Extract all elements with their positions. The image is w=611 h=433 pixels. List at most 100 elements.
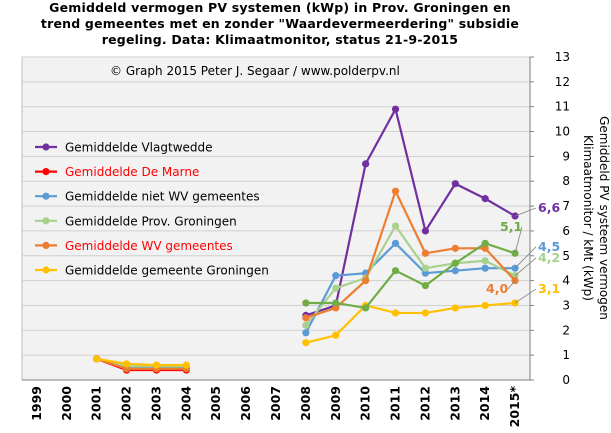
y-tick-label: 3 xyxy=(562,298,570,312)
data-point xyxy=(332,331,340,339)
end-value-label: 4,2 xyxy=(538,250,560,265)
y-tick-label: 7 xyxy=(562,199,570,213)
data-point xyxy=(421,264,430,272)
data-point xyxy=(451,244,459,252)
data-point xyxy=(332,299,340,307)
end-label-leader xyxy=(514,246,537,269)
x-tick-label: 2004 xyxy=(178,386,193,421)
data-point xyxy=(391,222,400,230)
x-tick-label: 2002 xyxy=(119,386,134,421)
x-tick-label: 2008 xyxy=(298,386,313,421)
end-label-leader xyxy=(514,226,523,254)
y-tick-label: 12 xyxy=(555,75,570,89)
data-point xyxy=(481,244,489,252)
x-tick-label: 2013 xyxy=(447,386,462,421)
data-point xyxy=(421,269,430,277)
series-line xyxy=(96,357,187,370)
chart-credit: © Graph 2015 Peter J. Segaar / www.polde… xyxy=(110,64,400,78)
data-point xyxy=(362,277,370,285)
data-point xyxy=(391,267,400,275)
series-line xyxy=(96,357,187,367)
legend-marker xyxy=(42,192,50,200)
y-tick-label: 0 xyxy=(562,373,570,387)
end-value-label: 5,1 xyxy=(500,219,522,234)
series-line xyxy=(305,106,516,317)
legend-label: Gemiddelde De Marne xyxy=(65,165,199,179)
data-point xyxy=(451,180,459,188)
x-tick-label: 2012 xyxy=(417,386,432,421)
y-tick-label: 4 xyxy=(562,274,570,288)
y-axis-label-line-1: Gemiddeld PV systeem vermogen xyxy=(597,116,611,320)
data-point xyxy=(391,239,400,247)
data-point xyxy=(451,304,459,312)
end-value-label: 6,6 xyxy=(538,200,560,215)
data-point xyxy=(152,361,161,369)
legend-marker xyxy=(42,217,50,225)
legend-label: Gemiddelde niet WV gemeentes xyxy=(65,190,260,204)
y-tick-label: 8 xyxy=(562,174,570,188)
data-point xyxy=(481,301,489,310)
series-line xyxy=(305,223,516,327)
data-point xyxy=(421,281,430,290)
end-value-label: 4,5 xyxy=(538,239,560,254)
x-tick-label: 2003 xyxy=(148,386,163,421)
y-tick-label: 5 xyxy=(562,249,570,263)
end-label-leader xyxy=(507,280,516,290)
data-point xyxy=(122,360,131,368)
data-point xyxy=(421,309,430,317)
data-point xyxy=(122,365,131,373)
plot-area xyxy=(21,56,531,381)
y-tick-label: 13 xyxy=(555,50,570,64)
legend-marker xyxy=(42,266,50,274)
data-point xyxy=(391,309,400,317)
legend-marker xyxy=(42,143,50,151)
series-line xyxy=(304,241,516,334)
data-point xyxy=(302,321,310,329)
x-tick-label: 2006 xyxy=(238,386,253,421)
x-tick-label: 2005 xyxy=(208,386,223,421)
data-point xyxy=(391,105,400,113)
data-point xyxy=(451,259,459,267)
data-point xyxy=(332,284,340,292)
data-point xyxy=(362,160,370,168)
y-tick-label: 11 xyxy=(555,100,570,114)
chart-title-line-3: regeling. Data: Klimaatmonitor, status 2… xyxy=(101,32,459,47)
chart-title-line-1: Gemiddeld vermogen PV systemen (kWp) in … xyxy=(49,0,511,15)
legend-label: Gemiddelde Prov. Groningen xyxy=(65,214,237,228)
series-line xyxy=(305,242,516,310)
x-tick-label: 2007 xyxy=(268,386,283,421)
data-point xyxy=(391,187,400,195)
data-point xyxy=(421,249,430,257)
legend-marker xyxy=(42,168,50,176)
data-point xyxy=(182,361,190,369)
chart-title-line-2: trend gemeentes met en zonder "Waardever… xyxy=(40,16,520,31)
end-value-label: 4,0 xyxy=(486,281,508,296)
x-tick-label: 2011 xyxy=(388,386,403,421)
data-point xyxy=(362,304,370,312)
end-label-leader xyxy=(514,207,537,217)
series-line xyxy=(96,357,187,368)
data-point xyxy=(481,264,489,272)
data-point xyxy=(332,304,340,312)
legend-label: Gemiddelde gemeente Groningen xyxy=(65,264,269,278)
data-point xyxy=(93,355,101,363)
y-tick-label: 9 xyxy=(562,149,570,163)
legend-label: Gemiddelde WV gemeentes xyxy=(65,239,233,253)
data-point xyxy=(302,314,310,322)
data-point xyxy=(451,267,459,275)
data-point xyxy=(481,195,489,203)
y-tick-label: 10 xyxy=(555,125,570,139)
x-tick-label: 2001 xyxy=(89,386,104,421)
y-tick-label: 6 xyxy=(562,224,570,238)
data-point xyxy=(302,329,310,337)
data-point xyxy=(421,227,430,235)
x-tick-label: 1999 xyxy=(29,386,44,421)
data-point xyxy=(481,257,489,265)
y-axis-label-line-2: Klimaatmonitor / kMt (kWp) xyxy=(581,135,595,301)
data-point xyxy=(332,272,340,280)
data-point xyxy=(481,239,489,247)
x-tick-label: 2010 xyxy=(358,386,373,421)
x-tick-label: 2014 xyxy=(477,386,492,421)
y-tick-label: 2 xyxy=(562,323,570,337)
